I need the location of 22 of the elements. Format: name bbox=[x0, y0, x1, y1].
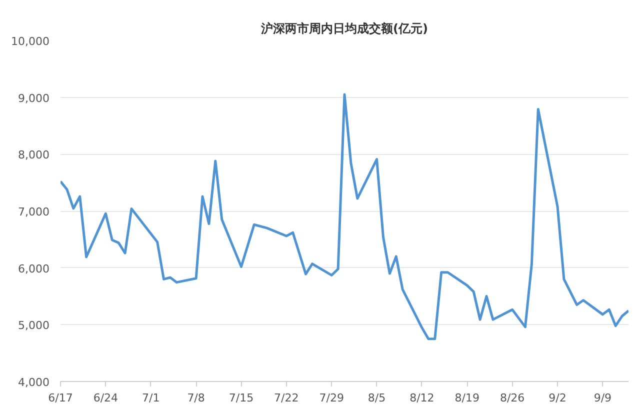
y-tick-label: 7,000 bbox=[18, 206, 50, 218]
x-tick-label: 8/26 bbox=[500, 392, 525, 404]
x-tick-label: 7/8 bbox=[187, 392, 205, 404]
x-tick-label: 8/5 bbox=[368, 392, 386, 404]
y-tick-label: 6,000 bbox=[18, 262, 50, 276]
line-series bbox=[60, 93, 628, 340]
x-tick-label: 9/2 bbox=[548, 392, 566, 404]
x-tick-label: 6/17 bbox=[48, 392, 73, 404]
x-tick-label: 8/19 bbox=[454, 392, 480, 404]
chart-title: 沪深两市周内日均成交额(亿元) bbox=[260, 22, 428, 36]
x-tick-label: 7/29 bbox=[319, 392, 344, 404]
x-tick-label: 7/22 bbox=[274, 392, 299, 404]
y-tick-label: 4,000 bbox=[18, 376, 50, 389]
y-tick-label: 5,000 bbox=[18, 319, 50, 332]
y-tick-label: 8,000 bbox=[18, 148, 50, 162]
x-tick-label: 7/15 bbox=[228, 392, 254, 404]
x-tick-label: 8/12 bbox=[410, 392, 434, 404]
x-tick-label: 6/24 bbox=[93, 392, 118, 404]
x-tick-label: 7/1 bbox=[142, 392, 160, 404]
y-tick-label: 10,000 bbox=[11, 35, 50, 48]
x-tick-label: 9/9 bbox=[594, 392, 612, 404]
y-tick-label: 9,000 bbox=[18, 92, 50, 105]
